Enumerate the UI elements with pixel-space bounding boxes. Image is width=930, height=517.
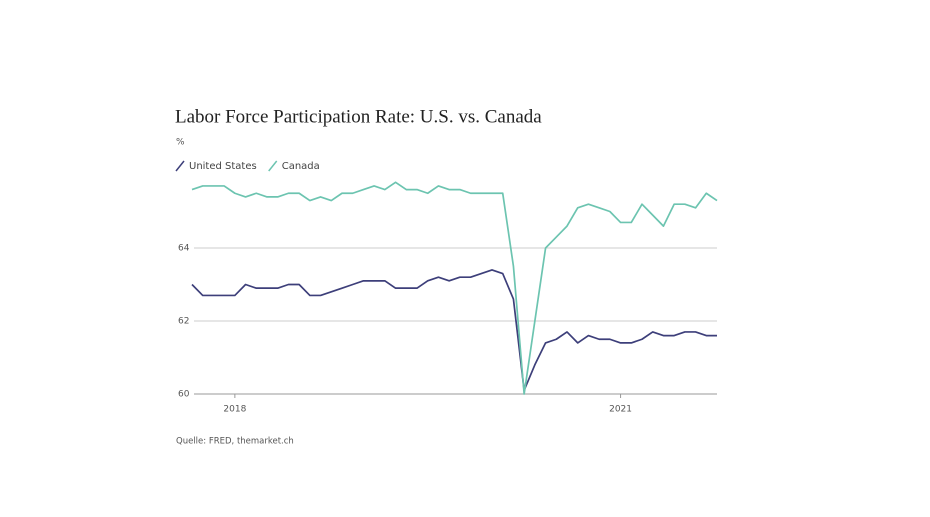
y-tick-label: 62	[178, 317, 189, 327]
y-axis-label: %	[176, 138, 185, 148]
series-line	[191, 269, 717, 392]
series-line	[191, 181, 718, 395]
legend-label: Canada	[282, 161, 320, 172]
y-tick-label: 60	[178, 390, 190, 400]
legend-icon	[268, 160, 278, 172]
x-tick-label: 2018	[223, 405, 246, 415]
y-tick-label: 64	[178, 244, 190, 254]
legend-label: United States	[189, 161, 257, 172]
x-tick-label: 2021	[609, 405, 632, 415]
legend-icon	[175, 160, 185, 172]
chart-title: Labor Force Participation Rate: U.S. vs.…	[175, 106, 542, 127]
source: Quelle: FRED, themarket.ch	[176, 437, 294, 447]
